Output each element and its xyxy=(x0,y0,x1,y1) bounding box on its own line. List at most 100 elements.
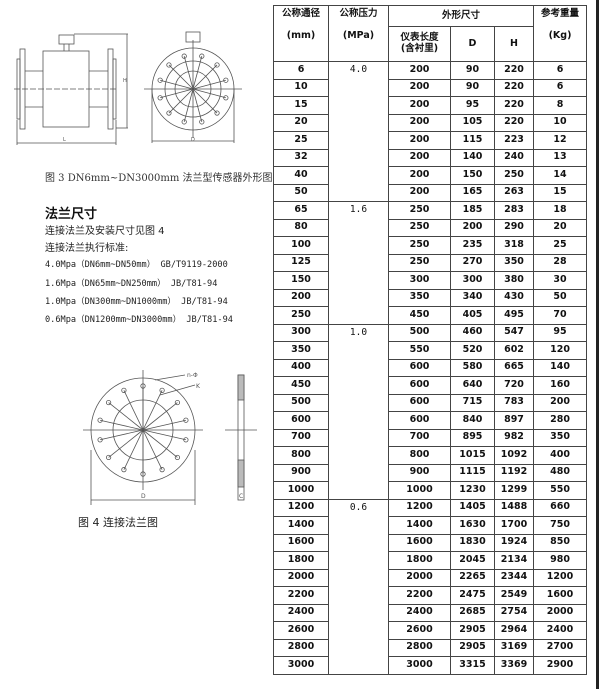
h-cell: 380 xyxy=(493,271,535,290)
h-cell: 1092 xyxy=(493,446,535,465)
d-cell: 460 xyxy=(450,323,495,342)
d-cell: 2685 xyxy=(450,603,495,622)
standard-line: 1.6Mpa（DN65mm~DN250mm） JB/T81-94 xyxy=(45,279,218,289)
weight-cell: 2700 xyxy=(533,638,588,657)
d-cell: 270 xyxy=(450,253,495,272)
pressure-cell: 1.0 xyxy=(328,323,389,500)
table-row: 2000 2000 2265 2344 1200 xyxy=(273,568,588,587)
table-row: 500 600 715 783 200 xyxy=(273,393,588,412)
h-cell: 220 xyxy=(493,96,535,115)
d-cell: 1830 xyxy=(450,533,495,552)
thickness-label: C xyxy=(239,493,243,500)
table-row: 80 250 200 290 20 xyxy=(273,218,588,237)
dn-cell: 1400 xyxy=(273,516,329,535)
h-cell: 250 xyxy=(493,166,535,185)
flange-drawing: n-Φ K D C xyxy=(83,370,257,505)
table-row: 15 200 95 220 8 xyxy=(273,96,588,115)
weight-cell: 95 xyxy=(533,323,588,342)
h-cell: 1700 xyxy=(493,516,535,535)
header-dn: 公称通径 (mm) xyxy=(273,5,329,62)
table-row: 450 600 640 720 160 xyxy=(273,376,588,395)
dn-cell: 1600 xyxy=(273,533,329,552)
length-cell: 2800 xyxy=(388,638,451,657)
table-row: 6 4.0 200 90 220 6 xyxy=(273,61,588,202)
dn-cell: 25 xyxy=(273,131,329,150)
table-row: 1200 0.6 1200 1405 1488 660 xyxy=(273,498,588,675)
pressure-cell: 4.0 xyxy=(328,61,389,202)
table-row: 125 250 270 350 28 xyxy=(273,253,588,272)
weight-cell: 6 xyxy=(533,78,588,97)
front-view xyxy=(144,31,242,143)
dn-cell: 500 xyxy=(273,393,329,412)
weight-cell: 2400 xyxy=(533,621,588,640)
table-row: 25 200 115 223 12 xyxy=(273,131,588,150)
dn-cell: 900 xyxy=(273,463,329,482)
d-cell: 2905 xyxy=(450,621,495,640)
h-cell: 290 xyxy=(493,218,535,237)
length-cell: 1000 xyxy=(388,481,451,500)
weight-cell: 18 xyxy=(533,201,588,220)
side-view xyxy=(14,33,128,145)
table-row: 2600 2600 2905 2964 2400 xyxy=(273,621,588,640)
header-length: 仪表长度 (含衬里) xyxy=(388,26,451,62)
weight-cell: 350 xyxy=(533,428,588,447)
length-cell: 200 xyxy=(388,78,451,97)
h-cell: 2754 xyxy=(493,603,535,622)
header-weight: 参考重量 (Kg) xyxy=(533,5,588,62)
table-row: 1400 1400 1630 1700 750 xyxy=(273,516,588,535)
table-row: 3000 3000 3315 3369 2900 xyxy=(273,656,588,675)
weight-cell: 10 xyxy=(533,113,588,132)
d-cell: 95 xyxy=(450,96,495,115)
dn-cell: 125 xyxy=(273,253,329,272)
dn-cell: 65 xyxy=(273,201,329,220)
page-edge xyxy=(596,0,599,689)
h-cell: 3169 xyxy=(493,638,535,657)
d-cell: 1230 xyxy=(450,481,495,500)
table-row: 200 350 340 430 50 xyxy=(273,288,588,307)
table-row: 100 250 235 318 25 xyxy=(273,236,588,255)
table-row: 20 200 105 220 10 xyxy=(273,113,588,132)
flange-side-view: C xyxy=(225,374,257,501)
holes-label: n-Φ xyxy=(187,372,198,379)
dn-cell: 2400 xyxy=(273,603,329,622)
d-cell: 340 xyxy=(450,288,495,307)
d-cell: 90 xyxy=(450,61,495,80)
length-cell: 3000 xyxy=(388,656,451,675)
standard-line: 4.0Mpa（DN6mm~DN50mm） GB/T9119-2000 xyxy=(45,260,228,270)
h-cell: 223 xyxy=(493,131,535,150)
h-cell: 2344 xyxy=(493,568,535,587)
sensor-outline-drawing: L H D xyxy=(14,31,242,145)
table-row: 150 300 300 380 30 xyxy=(273,271,588,290)
dn-cell: 2000 xyxy=(273,568,329,587)
h-cell: 318 xyxy=(493,236,535,255)
d-cell: 2045 xyxy=(450,551,495,570)
dn-cell: 100 xyxy=(273,236,329,255)
dn-cell: 80 xyxy=(273,218,329,237)
d-cell: 300 xyxy=(450,271,495,290)
h-cell: 897 xyxy=(493,411,535,430)
table-row: 600 600 840 897 280 xyxy=(273,411,588,430)
weight-cell: 980 xyxy=(533,551,588,570)
h-cell: 665 xyxy=(493,358,535,377)
dn-cell: 800 xyxy=(273,446,329,465)
length-cell: 600 xyxy=(388,411,451,430)
weight-cell: 2000 xyxy=(533,603,588,622)
weight-cell: 400 xyxy=(533,446,588,465)
bolt-circle-label: K xyxy=(196,383,201,390)
h-cell: 2549 xyxy=(493,586,535,605)
dn-cell: 6 xyxy=(273,61,329,80)
diameter-label: D xyxy=(191,137,195,143)
dn-cell: 32 xyxy=(273,148,329,167)
length-cell: 600 xyxy=(388,376,451,395)
length-cell: 1600 xyxy=(388,533,451,552)
dn-cell: 700 xyxy=(273,428,329,447)
table-row: 350 550 520 602 120 xyxy=(273,341,588,360)
length-cell: 200 xyxy=(388,183,451,202)
h-cell: 1924 xyxy=(493,533,535,552)
weight-cell: 6 xyxy=(533,61,588,80)
header-d: D xyxy=(450,26,495,62)
weight-cell: 2900 xyxy=(533,656,588,675)
h-cell: 283 xyxy=(493,201,535,220)
d-cell: 185 xyxy=(450,201,495,220)
dn-cell: 1000 xyxy=(273,481,329,500)
